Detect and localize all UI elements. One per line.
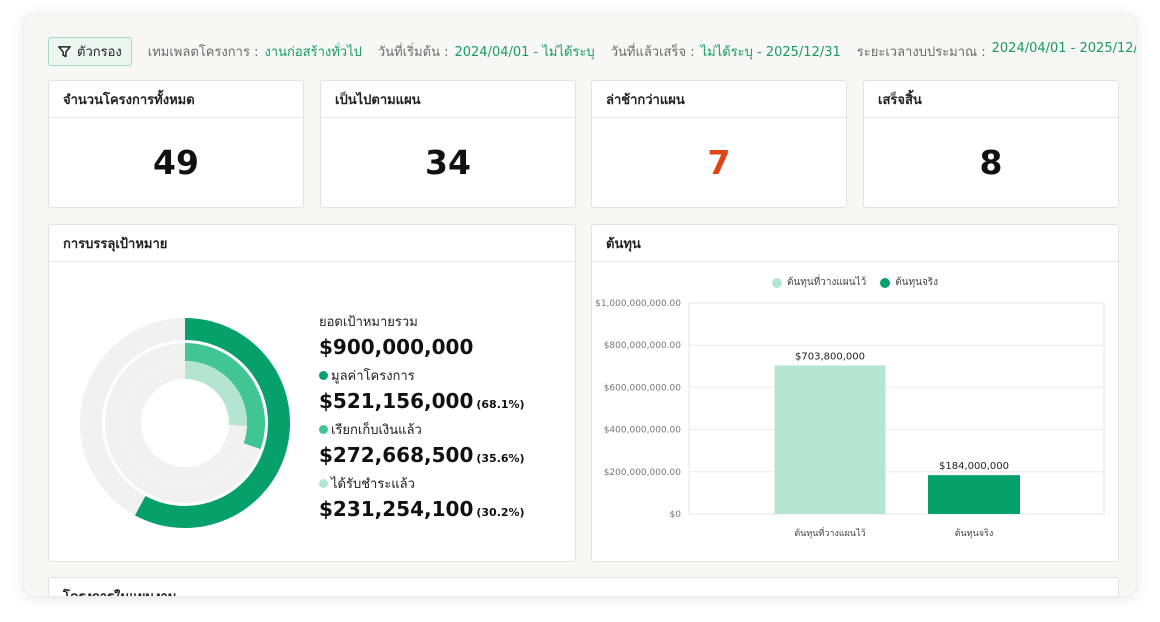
donut-arc-2[interactable] — [184, 361, 247, 426]
project-value-amount: $521,156,000 — [319, 389, 474, 413]
filter-start-label: วันที่เริ่มต้น : — [377, 44, 449, 60]
achievement-donut-chart — [80, 318, 290, 528]
stat-card-value: 34 — [425, 143, 471, 182]
dashboard-frame: ตัวกรอง เทมเพลตโครงการ : งานก่อสร้างทั่ว… — [24, 14, 1136, 596]
cost-bar-chart: $0 $200,000,000.00 $400,000,000.00 $600,000… — [595, 299, 1105, 539]
cost-title: ต้นทุน — [592, 225, 1118, 262]
filter-end-date[interactable]: วันที่แล้วเสร็จ : ไม่ได้ระบุ - 2025/12/3… — [611, 41, 841, 62]
billed-label: เรียกเก็บเงินแล้ว — [331, 423, 422, 438]
target-value: $900,000,000 — [319, 335, 474, 359]
planned-projects-card: โครงการในแผนงาน — [48, 577, 1119, 596]
donut-arc-0[interactable] — [135, 318, 290, 528]
filter-period-value[interactable]: 2024/04/01 - 2025/12/31 — [991, 40, 1136, 56]
legend-planned[interactable]: ต้นทุนที่วางแผนไว้ — [771, 275, 867, 290]
filter-icon — [58, 45, 71, 57]
legend-planned-label: ต้นทุนที่วางแผนไว้ — [786, 277, 867, 288]
y-tick-label: $800,000,000.00 — [604, 341, 682, 351]
filter-end-label: วันที่แล้วเสร็จ : — [610, 44, 695, 60]
y-tick-label: $200,000,000.00 — [604, 468, 682, 478]
filter-start-date[interactable]: วันที่เริ่มต้น : 2024/04/01 - ไม่ได้ระบุ — [378, 41, 595, 62]
x-tick-label: ต้นทุนจริง — [955, 528, 994, 539]
filter-button-label: ตัวกรอง — [77, 44, 122, 60]
legend-actual-label: ต้นทุนจริง — [895, 277, 939, 288]
plot-area — [688, 302, 1105, 515]
filter-template-value[interactable]: งานก่อสร้างทั่วไป — [264, 44, 362, 60]
project-value-label: มูลค่าโครงการ — [331, 369, 415, 384]
bar-data-label: $184,000,000 — [939, 461, 1009, 472]
target-label: ยอดเป้าหมายรวม — [319, 315, 418, 330]
y-tick-label: $400,000,000.00 — [604, 426, 682, 436]
filter-button[interactable]: ตัวกรอง — [48, 36, 132, 66]
billed-pct: (35.6%) — [476, 452, 525, 465]
received-label: ได้รับชำระแล้ว — [331, 477, 415, 492]
stat-card-total: จำนวนโครงการทั้งหมด 49 — [48, 80, 304, 208]
y-tick-label: $1,000,000,000.00 — [595, 299, 681, 309]
received-pct: (30.2%) — [476, 506, 525, 519]
filter-template-label: เทมเพลตโครงการ : — [147, 44, 259, 60]
bar-0[interactable] — [774, 365, 886, 514]
stat-card-delayed: ล่าช้ากว่าแผน 7 — [591, 80, 847, 208]
donut-arc-1[interactable] — [184, 343, 265, 450]
legend-actual-swatch — [880, 277, 891, 288]
billed-summary: เรียกเก็บเงินแล้ว $272,668,500 (35.6%) — [319, 419, 525, 467]
billed-amount: $272,668,500 — [319, 443, 474, 467]
stat-card-completed: เสร็จสิ้น 8 — [863, 80, 1119, 208]
legend-planned-swatch — [771, 277, 782, 288]
project-value-pct: (68.1%) — [476, 398, 525, 411]
project-value-dot — [319, 371, 328, 380]
stat-card-title: เสร็จสิ้น — [864, 81, 1118, 118]
filter-end-value[interactable]: ไม่ได้ระบุ - 2025/12/31 — [700, 44, 841, 60]
planned-projects-title: โครงการในแผนงาน — [49, 578, 1118, 597]
legend-actual[interactable]: ต้นทุนจริง — [880, 275, 938, 290]
filter-bar: ตัวกรอง เทมเพลตโครงการ : งานก่อสร้างทั่ว… — [48, 36, 1136, 66]
stat-card-title: ล่าช้ากว่าแผน — [592, 81, 846, 118]
filter-period-label: ระยะเวลางบประมาณ : — [856, 44, 986, 60]
y-tick-label: $0 — [670, 510, 682, 520]
cost-legend: ต้นทุนที่วางแผนไว้ ต้นทุนจริง — [592, 275, 1118, 290]
filter-template[interactable]: เทมเพลตโครงการ : งานก่อสร้างทั่วไป — [148, 41, 362, 62]
x-tick-label: ต้นทุนที่วางแผนไว้ — [794, 526, 865, 539]
stat-card-title: จำนวนโครงการทั้งหมด — [49, 81, 303, 118]
target-summary: ยอดเป้าหมายรวม $900,000,000 — [319, 311, 473, 359]
cost-card: ต้นทุน ต้นทุนที่วางแผนไว้ ต้นทุนจริง $0 $… — [591, 224, 1119, 562]
filter-budget-period[interactable]: ระยะเวลางบประมาณ : 2024/04/01 - 2025/12/… — [857, 41, 1136, 62]
received-summary: ได้รับชำระแล้ว $231,254,100 (30.2%) — [319, 473, 525, 521]
y-tick-label: $600,000,000.00 — [604, 383, 682, 393]
stat-card-value: 7 — [707, 143, 731, 182]
bar-data-label: $703,800,000 — [795, 351, 865, 362]
stat-card-on-track: เป็นไปตามแผน 34 — [320, 80, 576, 208]
achievement-card: การบรรลุเป้าหมาย ยอดเป้าหมายรวม $900,000… — [48, 224, 576, 562]
stat-card-title: เป็นไปตามแผน — [321, 81, 575, 118]
received-amount: $231,254,100 — [319, 497, 474, 521]
achievement-title: การบรรลุเป้าหมาย — [49, 225, 575, 262]
stat-card-value: 49 — [153, 143, 199, 182]
bar-1[interactable] — [928, 475, 1020, 514]
billed-dot — [319, 425, 328, 434]
filter-start-value[interactable]: 2024/04/01 - ไม่ได้ระบุ — [454, 44, 595, 60]
received-dot — [319, 479, 328, 488]
project-value-summary: มูลค่าโครงการ $521,156,000 (68.1%) — [319, 365, 525, 413]
stat-card-value: 8 — [979, 143, 1003, 182]
